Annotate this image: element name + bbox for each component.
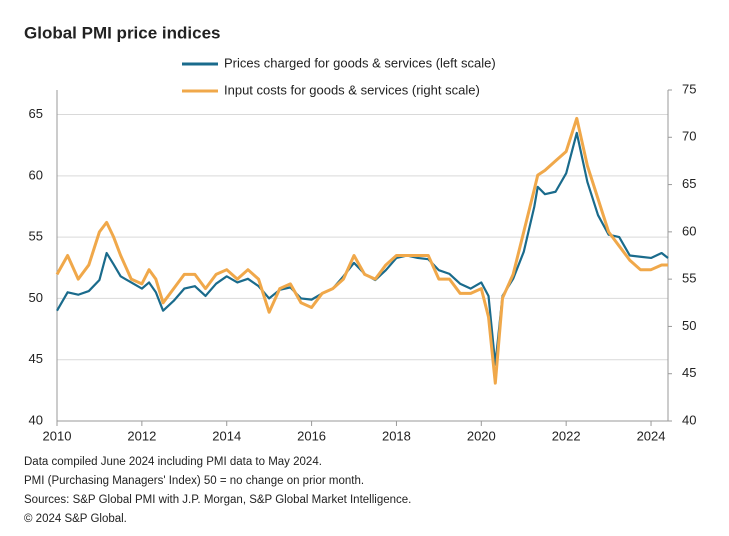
legend-label: Prices charged for goods & services (lef… [224, 55, 496, 70]
y-tick-label: 50 [29, 290, 43, 305]
legend: Prices charged for goods & services (lef… [182, 55, 496, 97]
y-tick-label: 60 [29, 167, 43, 182]
series-line [55, 116, 668, 385]
x-tick-label: 2020 [467, 428, 496, 443]
chart-title: Global PMI price indices [24, 23, 221, 42]
y-tick-label: 65 [29, 106, 43, 121]
y-tick-label: 40 [29, 412, 43, 427]
x-tick-label: 2016 [297, 428, 326, 443]
x-tick-label: 2010 [43, 428, 72, 443]
x-tick-label: 2024 [637, 428, 666, 443]
y2-tick-label: 75 [682, 81, 696, 96]
x-tick-label: 2012 [127, 428, 156, 443]
y-tick-label: 45 [29, 351, 43, 366]
series-line [56, 131, 669, 366]
x-tick-label: 2018 [382, 428, 411, 443]
footnote: Data compiled June 2024 including PMI da… [24, 456, 322, 468]
y2-tick-label: 50 [682, 318, 696, 333]
footnote: PMI (Purchasing Managers' Index) 50 = no… [24, 475, 364, 487]
y2-tick-label: 45 [682, 365, 696, 380]
y2-tick-label: 70 [682, 129, 696, 144]
y-tick-label: 55 [29, 229, 43, 244]
footnote: Sources: S&P Global PMI with J.P. Morgan… [24, 494, 411, 506]
y2-tick-label: 65 [682, 176, 696, 191]
x-tick-label: 2014 [212, 428, 241, 443]
legend-label: Input costs for goods & services (right … [224, 82, 480, 97]
footnote: © 2024 S&P Global. [24, 513, 127, 525]
y2-tick-label: 40 [682, 412, 696, 427]
y2-tick-label: 60 [682, 223, 696, 238]
x-tick-label: 2022 [552, 428, 581, 443]
y2-tick-label: 55 [682, 271, 696, 286]
